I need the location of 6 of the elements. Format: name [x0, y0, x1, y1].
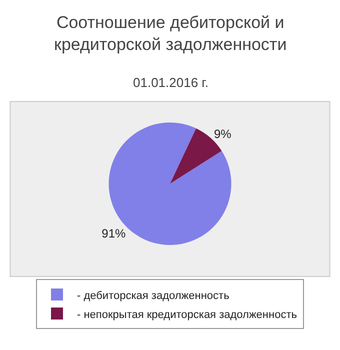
chart-title: Соотношение дебиторской и кредиторской задолженности [54, 13, 287, 54]
chart-subtitle: 01.01.2016 г. [133, 75, 208, 90]
data-label: 9% [214, 126, 232, 141]
legend-label: - непокрытая кредиторская задолженность [77, 308, 298, 321]
data-label: 91% [102, 226, 126, 241]
legend-label: - дебиторская задолженность [77, 290, 230, 302]
